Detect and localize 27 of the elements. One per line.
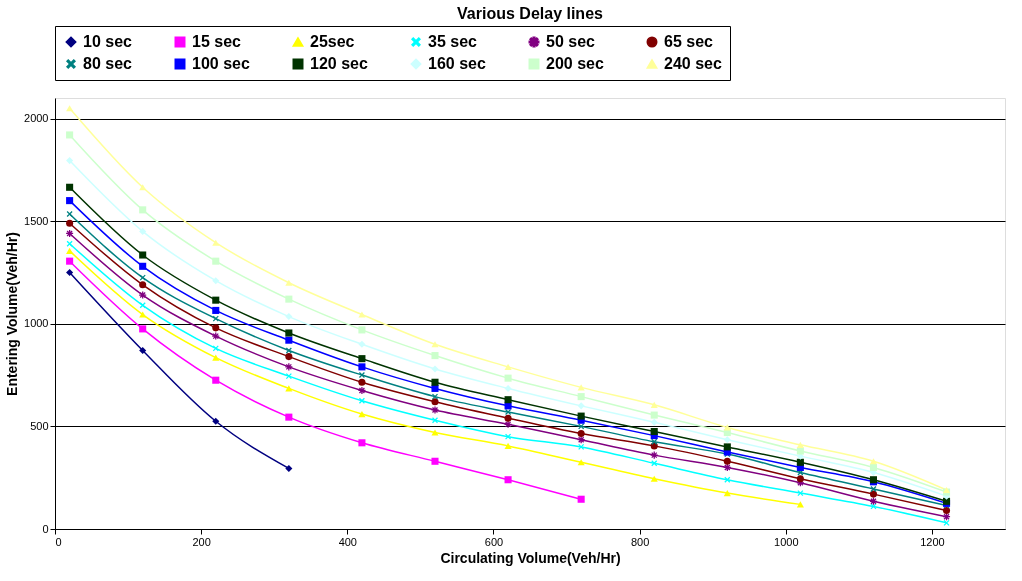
x-axis-title: Circulating Volume(Veh/Hr) bbox=[440, 549, 621, 566]
legend-label: 80 sec bbox=[83, 55, 133, 72]
legend-label: 25sec bbox=[310, 33, 355, 50]
x-tick-label: 200 bbox=[192, 535, 211, 548]
x-tick-label: 1200 bbox=[920, 535, 945, 548]
x-tick-label: 400 bbox=[338, 535, 357, 548]
y-tick-label: 1500 bbox=[24, 214, 49, 227]
legend-label: 120 sec bbox=[310, 55, 368, 72]
legend-label: 160 sec bbox=[428, 55, 486, 72]
legend-label: 100 sec bbox=[192, 55, 250, 72]
legend-label: 200 sec bbox=[546, 55, 604, 72]
legend-label: 10 sec bbox=[83, 33, 133, 50]
x-tick-label: 0 bbox=[55, 535, 62, 548]
x-tick-label: 600 bbox=[484, 535, 504, 548]
chart-title: Various Delay lines bbox=[457, 4, 604, 22]
legend-label: 15 sec bbox=[192, 33, 242, 50]
y-tick-label: 500 bbox=[30, 419, 49, 432]
legend-label: 240 sec bbox=[664, 55, 722, 72]
legend-label: 65 sec bbox=[664, 33, 714, 50]
y-tick-label: 0 bbox=[42, 522, 49, 535]
x-tick-label: 800 bbox=[630, 535, 650, 548]
y-tick-label: 1000 bbox=[24, 317, 49, 330]
y-tick-label: 2000 bbox=[24, 112, 49, 125]
legend-label: 50 sec bbox=[546, 33, 596, 50]
x-tick-label: 1000 bbox=[774, 535, 799, 548]
legend-label: 35 sec bbox=[428, 33, 478, 50]
y-axis-title: Entering Volume(Veh/Hr) bbox=[4, 232, 21, 396]
